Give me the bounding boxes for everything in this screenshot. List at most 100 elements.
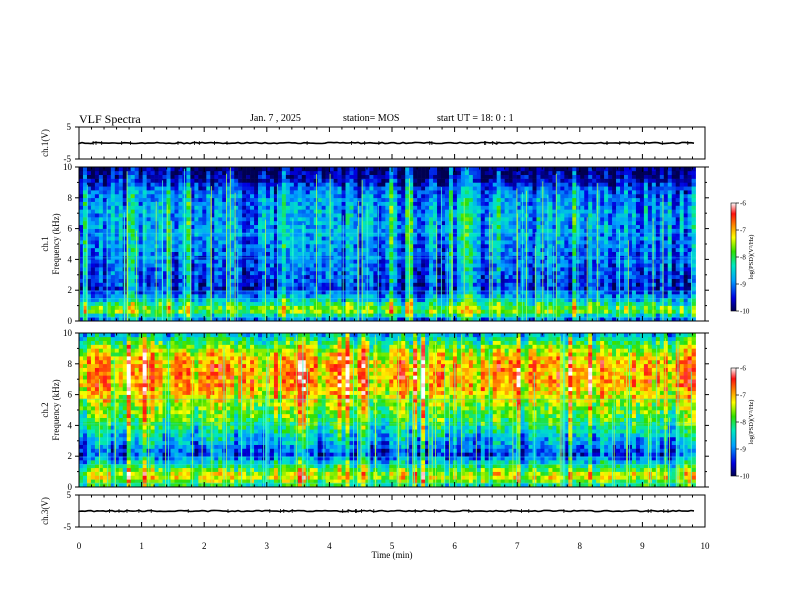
spec-cell	[313, 309, 318, 314]
spec-cell	[130, 193, 135, 199]
spec-cell	[325, 317, 330, 322]
spec-cell	[512, 286, 517, 291]
spec-cell	[452, 267, 458, 272]
spec-cell	[146, 197, 151, 202]
spec-cell	[620, 213, 625, 218]
spec-cell	[480, 240, 486, 245]
spec-cell	[651, 286, 657, 291]
spec-cell	[369, 267, 374, 272]
spec-cell	[552, 270, 557, 276]
spec-cell	[679, 294, 684, 299]
spec-cell	[230, 247, 235, 252]
spec-cell	[186, 301, 191, 306]
spec-cell	[433, 251, 438, 256]
spec-cell	[206, 267, 211, 272]
spec-cell	[651, 267, 657, 272]
spec-cell	[472, 236, 478, 241]
spec-cell	[616, 205, 621, 210]
spec-cell	[564, 240, 569, 245]
spec-cell	[620, 301, 625, 306]
spec-cell	[444, 205, 450, 210]
spec-cell	[548, 251, 553, 256]
spec-cell	[341, 240, 346, 245]
spec-cell	[616, 270, 621, 276]
spec-cell	[488, 228, 494, 233]
spec-cell	[417, 305, 422, 310]
spec-cell	[631, 217, 637, 222]
spec-cell	[353, 313, 358, 318]
spec-cell	[480, 274, 486, 279]
spec-cell	[254, 294, 259, 299]
spec-cell	[130, 282, 135, 287]
spec-cell	[90, 209, 96, 214]
spec-cell	[405, 213, 410, 218]
spec-cell	[409, 286, 414, 291]
spec-cell	[671, 313, 677, 318]
spec-cell	[460, 294, 466, 299]
spec-cell	[572, 201, 577, 206]
spec-cell	[552, 259, 557, 264]
spec-cell	[170, 201, 175, 206]
spec-cell	[393, 217, 398, 222]
spec-cell	[484, 251, 490, 256]
spec-cell	[659, 236, 665, 241]
spec-cell	[643, 213, 649, 218]
spec-cell	[154, 247, 159, 252]
spec-cell	[667, 305, 673, 310]
spec-cell	[639, 232, 645, 237]
spec-cell	[170, 209, 175, 214]
spec-cell	[572, 209, 577, 214]
spec-cell	[596, 259, 601, 264]
spec-cell	[174, 267, 179, 272]
spec-cell	[118, 240, 124, 245]
spec-cell	[297, 240, 303, 245]
spec-cell	[572, 224, 577, 229]
spec-cell	[246, 294, 251, 299]
spec-cell	[162, 228, 167, 233]
spec-cell	[329, 217, 334, 222]
spec-cell	[79, 209, 84, 214]
spec-cell	[616, 317, 621, 322]
spec-cell	[293, 213, 299, 218]
spec-cell	[639, 309, 645, 314]
spec-cell	[242, 259, 247, 264]
spec-cell	[273, 278, 279, 283]
spec-cell	[429, 232, 434, 237]
spec-cell	[142, 305, 147, 310]
spec-cell	[393, 313, 398, 318]
spec-cell	[190, 209, 195, 214]
spec-cell	[476, 247, 482, 252]
spec-cell	[317, 201, 322, 206]
spec-cell	[158, 197, 163, 202]
spec-cell	[114, 267, 120, 272]
spec-cell	[102, 270, 108, 276]
spec-cell	[631, 197, 637, 202]
spec-cell	[86, 267, 92, 272]
spec-cell	[265, 224, 271, 229]
spec-cell	[250, 209, 255, 214]
spec-cell	[508, 251, 513, 256]
spec-cell	[178, 309, 183, 314]
spec-cell	[345, 305, 350, 310]
spec-cell	[393, 309, 398, 314]
spec-cell	[643, 290, 649, 295]
spec-cell	[552, 240, 557, 245]
spec-cell	[584, 301, 589, 306]
spec-cell	[293, 228, 299, 233]
spec-cell	[580, 244, 585, 249]
spec-cell	[663, 270, 669, 276]
spec-cell	[592, 251, 597, 256]
spec-cell	[560, 209, 565, 214]
spec-cell	[158, 217, 163, 222]
spec-cell	[345, 247, 350, 252]
spec-cell	[305, 278, 311, 283]
spec-cell	[301, 205, 307, 210]
spec-cell	[691, 232, 696, 237]
spec-cell	[333, 301, 338, 306]
spec-cell	[309, 309, 315, 314]
spec-cell	[389, 224, 394, 229]
spec-cell	[369, 305, 374, 310]
spec-cell	[86, 193, 92, 199]
spec-cell	[452, 259, 458, 264]
spec-cell	[150, 197, 155, 202]
